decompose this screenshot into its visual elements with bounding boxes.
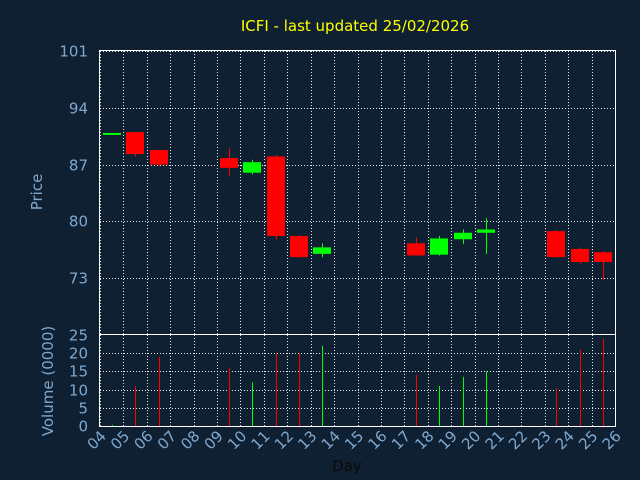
volume-bars: [112, 338, 604, 426]
price-y-ticks: 73 80 87 94 101: [59, 43, 88, 288]
candle: [290, 235, 308, 258]
candle-body: [407, 243, 425, 256]
candle: [267, 154, 285, 240]
candle-body: [477, 229, 495, 233]
x-tick-label: 19: [435, 427, 461, 453]
x-axis-label: Day: [332, 457, 362, 475]
x-tick-label: 05: [107, 427, 133, 453]
candle: [243, 159, 261, 175]
candle-body: [571, 248, 589, 262]
x-tick-label: 18: [411, 427, 437, 453]
volume-tick-label: 5: [78, 400, 88, 418]
x-tick-label: 08: [177, 427, 203, 453]
candle-body: [243, 162, 261, 173]
candle-body: [454, 232, 472, 240]
x-tick-label: 25: [575, 427, 601, 453]
candle: [477, 218, 495, 254]
candle: [150, 149, 168, 167]
x-tick-label: 12: [271, 427, 297, 453]
price-tick-label: 80: [69, 213, 88, 231]
x-tick-label: 06: [130, 427, 156, 453]
candle: [313, 243, 331, 258]
volume-tick-label: 25: [69, 327, 88, 345]
x-tick-label: 21: [482, 427, 508, 453]
price-tick-label: 94: [69, 100, 88, 118]
x-tick-label: 14: [318, 427, 344, 453]
x-tick-label: 16: [365, 427, 391, 453]
x-tick-label: 17: [388, 427, 414, 453]
price-frame: [99, 50, 616, 335]
candle: [407, 237, 425, 256]
volume-tick-label: 20: [69, 345, 88, 363]
x-tick-label: 20: [458, 427, 484, 453]
candle-body: [267, 156, 285, 237]
x-tick-label: 23: [528, 427, 554, 453]
price-tick-label: 87: [69, 157, 88, 175]
candle: [103, 132, 121, 135]
candle: [454, 229, 472, 245]
candle: [547, 230, 565, 258]
x-tick-label: 10: [224, 427, 250, 453]
volume-frame: [99, 334, 616, 427]
candle-body: [430, 238, 448, 255]
candle: [126, 132, 144, 157]
candle: [430, 236, 448, 256]
volume-grid: [100, 335, 616, 426]
candle: [571, 247, 589, 264]
candle-body: [150, 149, 168, 165]
price-grid: [100, 51, 616, 335]
price-panel: 73 80 87 94 101 Price: [28, 43, 616, 335]
x-tick-label: 26: [599, 427, 625, 453]
chart-title: ICFI - last updated 25/02/2026: [241, 17, 469, 35]
candle-body: [313, 247, 331, 254]
price-tick-label: 101: [59, 43, 88, 61]
price-axis-label: Price: [28, 174, 46, 211]
x-tick-label: 24: [552, 427, 578, 453]
candle-body: [290, 236, 308, 258]
volume-tick-label: 15: [69, 363, 88, 381]
candle-body: [126, 132, 144, 155]
candle-body: [103, 132, 121, 135]
x-tick-label: 15: [341, 427, 367, 453]
candles: [103, 132, 612, 280]
x-tick-labels: 0405060708091011121314151617181920212223…: [84, 427, 625, 453]
volume-tick-label: 0: [78, 418, 88, 436]
volume-tick-label: 10: [69, 382, 88, 400]
x-tick-label: 22: [505, 427, 531, 453]
candle-body: [547, 231, 565, 258]
x-tick-label: 11: [247, 427, 273, 453]
x-tick-label: 13: [294, 427, 320, 453]
volume-axis-label: Volume (0000): [39, 326, 57, 436]
candle-body: [594, 252, 612, 262]
candle-body: [220, 158, 238, 168]
x-tick-label: 09: [201, 427, 227, 453]
candle: [594, 251, 612, 280]
candle: [220, 148, 238, 176]
x-tick-label: 07: [154, 427, 180, 453]
price-tick-label: 73: [69, 270, 88, 288]
